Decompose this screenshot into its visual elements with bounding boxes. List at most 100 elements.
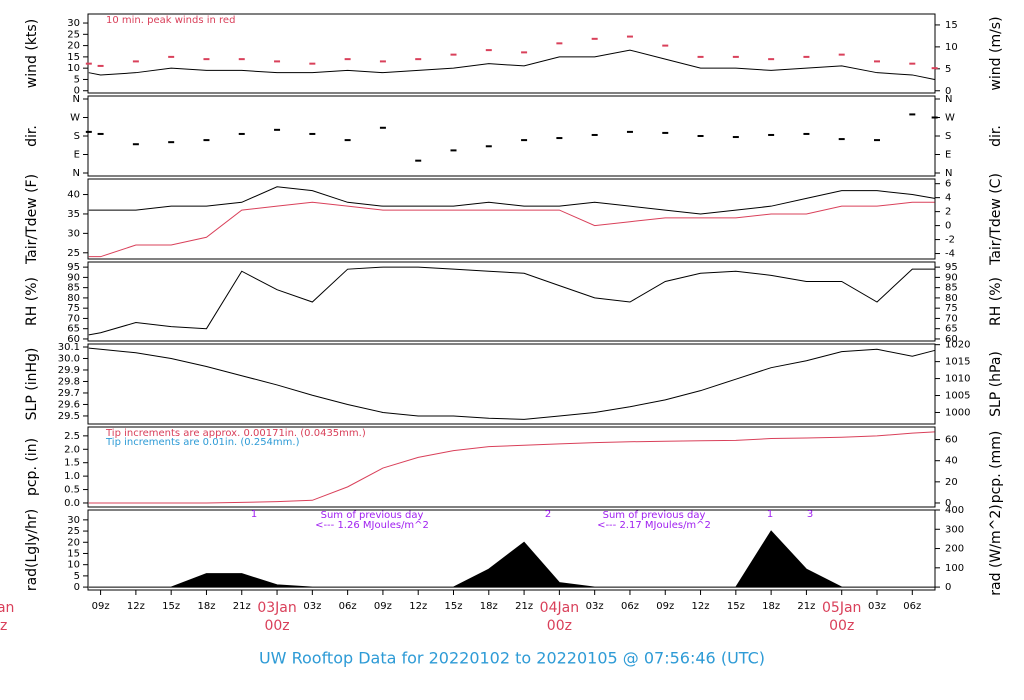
y-tick-label: S [74,131,80,142]
y2-tick-label: 15 [945,20,958,31]
x-tick-label: 03z [303,601,321,612]
y-axis-label: wind (kts) [24,19,40,88]
y2-tick-label: 95 [945,262,958,273]
y2-tick-label: 1010 [945,374,970,385]
x-tick-label: 09z [92,601,110,612]
annotation: Tip increments are approx. 0.00171in. (0… [105,428,366,439]
x-tick-label: 15z [445,601,463,612]
day-label: 02Jan [0,600,14,616]
y2-axis-label: RH (%) [988,277,1004,326]
x-tick-label: 15z [727,601,745,612]
y-tick-label: 70 [67,313,80,324]
y2-tick-label: 60 [945,334,958,345]
y2-tick-label: -2 [945,235,955,246]
y2-tick-label: W [945,113,955,124]
y-tick-label: 1.5 [64,458,80,469]
y2-axis-label: dir. [988,125,1004,147]
y2-tick-label: 0 [945,582,951,593]
y-tick-label: 5 [74,74,80,85]
y-tick-label: 35 [67,209,80,220]
y2-tick-label: 1015 [945,357,970,368]
y-tick-label: 2.0 [64,444,80,455]
line [88,266,935,336]
y-tick-label: 40 [67,190,80,201]
panel-frame [87,13,936,94]
y-tick-label: 25 [67,29,80,40]
y2-axis-label: SLP (hPa) [988,351,1004,417]
panel-frame [87,178,936,260]
x-tick-label: 18z [480,601,498,612]
y-tick-label: 29.9 [58,365,80,376]
y-tick-label: 30.0 [58,353,80,364]
line [88,347,935,420]
y-tick-label: 90 [67,272,80,283]
line [88,431,935,504]
annotation: Sum of previous day [321,510,424,521]
y2-tick-label: 10 [945,42,958,53]
y-tick-label: 2.5 [64,431,80,442]
y-tick-label: 29.6 [58,399,80,410]
x-tick-label: 12z [127,601,145,612]
y2-tick-label: 400 [945,505,964,516]
y2-tick-label: 6 [945,179,951,190]
y-tick-label: 0 [74,582,80,593]
y-axis-label: RH (%) [24,277,40,326]
x-tick-label: 21z [233,601,251,612]
annotation: Tip increments are 0.01in. (0.254mm.) [105,437,300,448]
y-tick-label: 75 [67,303,80,314]
y2-tick-label: 0 [945,221,951,232]
y2-tick-label: 300 [945,524,964,535]
x-tick-label: 09z [656,601,674,612]
y-tick-label: 85 [67,283,80,294]
y2-tick-label: 0 [945,86,951,97]
y2-tick-label: 1005 [945,391,970,402]
y-tick-label: 0 [74,86,80,97]
y-tick-label: 10 [67,63,80,74]
y2-tick-label: 70 [945,313,958,324]
y2-tick-label: 100 [945,563,964,574]
annotation: <--- 2.17 MJoules/m^2 [597,520,711,531]
y-tick-label: 30.1 [58,342,80,353]
y2-tick-label: 200 [945,544,964,555]
y-tick-label: 1.0 [64,471,80,482]
chart-title: UW Rooftop Data for 20220102 to 20220105… [259,649,765,668]
annotation: 1 [767,509,773,520]
y-tick-label: 30 [67,515,80,526]
y-tick-label: 15 [67,52,80,63]
y-tick-label: 15 [67,548,80,559]
y-tick-label: 20 [67,537,80,548]
y-tick-label: 29.8 [58,376,80,387]
y2-tick-label: 40 [945,456,958,467]
line [88,201,935,258]
y-tick-label: 25 [67,248,80,259]
y2-tick-label: E [945,149,951,160]
x-tick-label: 18z [197,601,215,612]
panel-frame [87,95,936,177]
y2-tick-label: 60 [945,435,958,446]
y-tick-label: 5 [74,571,80,582]
y2-tick-label: 20 [945,477,958,488]
x-tick-label: 06z [621,601,639,612]
x-tick-label: 06z [903,601,921,612]
y-axis-label: dir. [24,125,40,147]
line [88,186,935,215]
annotation: 2 [545,509,551,520]
y-axis-label: Tair/Tdew (F) [24,174,40,265]
y-tick-label: 65 [67,324,80,335]
panel-frame [87,261,936,342]
y2-axis-label: Tair/Tdew (C) [988,173,1004,266]
y2-tick-label: N [945,168,952,179]
x-tick-label: 03z [868,601,886,612]
y2-tick-label: N [945,94,952,105]
panel-frame [87,343,936,425]
day-label: 03Jan [257,600,296,616]
y-tick-label: 60 [67,334,80,345]
x-tick-label: 15z [162,601,180,612]
y-tick-label: 0.5 [64,485,80,496]
y-axis-label: rad(Lgly/hr) [24,509,40,591]
y-tick-label: 10 [67,560,80,571]
day-label: 05Jan [822,600,861,616]
y2-tick-label: 85 [945,283,958,294]
y2-tick-label: 2 [945,207,951,218]
